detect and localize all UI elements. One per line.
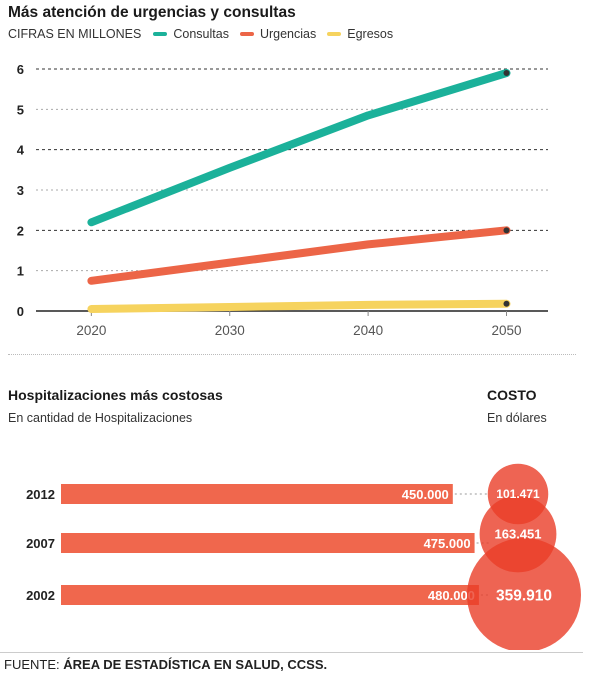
series-line-egresos <box>87 299 511 313</box>
line-chart: 0 1 2 3 4 5 6 2020 2030 2040 2050 <box>17 62 548 338</box>
data-point-consultas-2050 <box>503 70 510 77</box>
legend-label-urgencias: Urgencias <box>259 27 317 41</box>
cost-label-2007: 163.451 <box>495 527 542 542</box>
x-tick-label-2040: 2040 <box>353 323 383 338</box>
x-tick-label-2030: 2030 <box>215 323 245 338</box>
source-footer: FUENTE: ÁREA DE ESTADÍSTICA EN SALUD, CC… <box>4 657 327 672</box>
legend-swatch-egresos <box>327 32 342 36</box>
legend-label-consultas: Consultas <box>173 27 229 41</box>
bar-chart-subtitle: En cantidad de Hospitalizaciones <box>8 411 193 425</box>
units-label: CIFRAS EN MILLONES <box>8 27 142 41</box>
bar-chart: 2012 450.000 2007 475.000 2002 480.000 101.471… <box>26 463 581 650</box>
cost-subtitle: En dólares <box>487 411 547 425</box>
y-tick-label-0: 0 <box>17 304 24 319</box>
x-tick-label-2050: 2050 <box>491 323 521 338</box>
series-line-consultas <box>87 69 511 227</box>
cost-bubble-2002 <box>467 538 581 650</box>
bar-2002 <box>61 585 479 605</box>
bar-2007 <box>61 533 475 553</box>
y-tick-label-3: 3 <box>17 183 24 198</box>
legend-swatch-urgencias <box>239 32 254 36</box>
bar-category-label-2002: 2002 <box>26 588 55 603</box>
bar-2012 <box>61 484 453 504</box>
legend-label-egresos: Egresos <box>347 27 394 41</box>
x-tick-label-2020: 2020 <box>76 323 106 338</box>
bar-category-label-2012: 2012 <box>26 487 55 502</box>
line-chart-legend: CIFRAS EN MILLONES Consultas Urgencias E… <box>8 27 404 41</box>
legend-item-egresos: Egresos <box>327 27 393 41</box>
line-chart-title: Más atención de urgencias y consultas <box>8 4 296 21</box>
y-tick-label-5: 5 <box>17 102 24 117</box>
legend-swatch-consultas <box>153 32 168 36</box>
bar-category-label-2007: 2007 <box>26 536 55 551</box>
bar-value-label-2002: 480.000 <box>428 588 475 603</box>
y-tick-label-1: 1 <box>17 264 24 279</box>
bar-value-label-2012: 450.000 <box>402 487 449 502</box>
y-tick-label-4: 4 <box>17 143 25 158</box>
cost-title: COSTO <box>487 387 537 403</box>
cost-label-2002: 359.910 <box>496 587 552 604</box>
bar-chart-title: Hospitalizaciones más costosas <box>8 387 223 403</box>
bar-value-label-2007: 475.000 <box>424 536 471 551</box>
y-tick-label-6: 6 <box>17 62 24 77</box>
series-line-urgencias <box>87 226 511 285</box>
y-tick-label-2: 2 <box>17 223 24 238</box>
legend-item-consultas: Consultas <box>153 27 229 41</box>
footer-rule <box>0 652 583 653</box>
source-text: ÁREA DE ESTADÍSTICA EN SALUD, CCSS. <box>63 657 328 672</box>
cost-label-2012: 101.471 <box>496 487 540 501</box>
legend-item-urgencias: Urgencias <box>239 27 317 41</box>
data-point-egresos-2050 <box>503 300 510 307</box>
source-label: FUENTE: <box>4 657 60 672</box>
section-divider <box>8 354 576 355</box>
data-point-urgencias-2050 <box>503 227 510 234</box>
